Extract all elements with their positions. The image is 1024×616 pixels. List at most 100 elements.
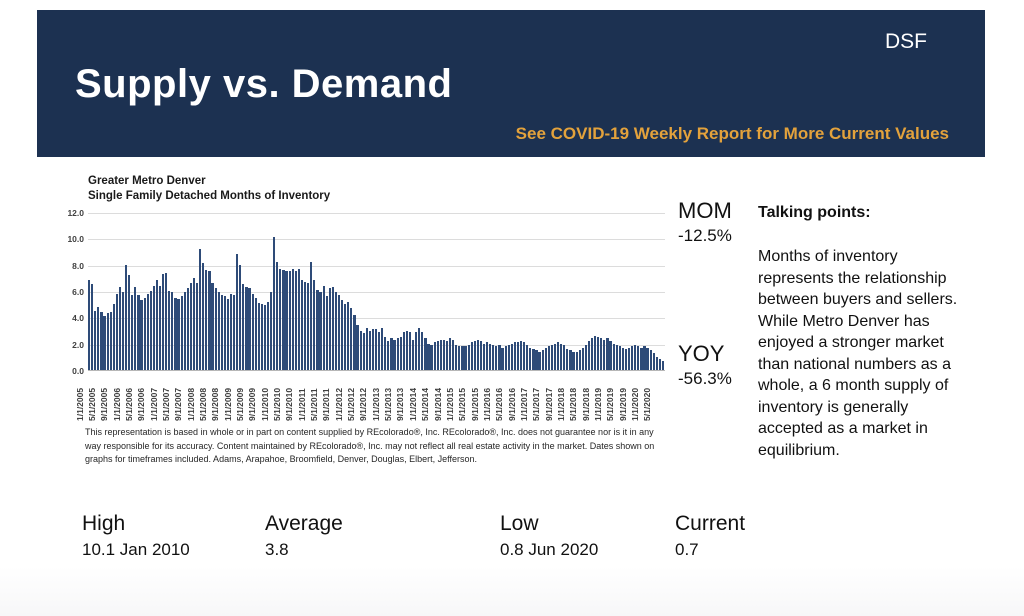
inventory-bar xyxy=(195,283,199,370)
inventory-bar xyxy=(621,347,624,370)
inventory-bar xyxy=(393,339,396,370)
dsf-badge: DSF xyxy=(885,30,927,53)
inventory-bar xyxy=(646,347,649,370)
x-tick-label: 5/1/2016 xyxy=(494,387,505,421)
stat-low-value: 0.8 Jun 2020 xyxy=(500,540,599,559)
inventory-bar xyxy=(482,343,486,370)
x-tick-label: 1/1/2018 xyxy=(555,387,566,421)
inventory-bar xyxy=(575,351,578,370)
inventory-bar xyxy=(168,291,171,370)
inventory-bar xyxy=(362,333,365,370)
inventory-bar xyxy=(177,298,180,370)
x-tick-label: 1/1/2012 xyxy=(333,387,344,421)
x-tick-label: 9/1/2012 xyxy=(358,387,369,421)
inventory-bar xyxy=(371,329,375,370)
inventory-bar xyxy=(291,268,294,370)
yoy-label: YOY xyxy=(678,341,725,366)
inventory-bar xyxy=(347,301,350,370)
inventory-bar xyxy=(91,284,94,370)
x-tick-label: 1/1/2019 xyxy=(592,387,603,421)
x-tick-label: 5/1/2015 xyxy=(457,387,468,421)
inventory-bar xyxy=(106,313,109,370)
gridline xyxy=(88,292,665,293)
inventory-bar xyxy=(103,316,106,370)
inventory-bar xyxy=(452,339,455,370)
x-tick-label: 1/1/2011 xyxy=(296,388,307,421)
inventory-bar xyxy=(436,341,439,370)
stat-average-value: 3.8 xyxy=(265,540,289,559)
inventory-bar xyxy=(331,287,334,370)
inventory-bar xyxy=(470,342,473,370)
page-title: Supply vs. Demand xyxy=(75,62,453,106)
inventory-bar xyxy=(513,342,516,370)
x-tick-label: 9/1/2007 xyxy=(173,387,184,421)
talking-points-body: Months of inventory represents the relat… xyxy=(758,248,958,459)
inventory-bar xyxy=(217,292,220,370)
x-tick-label: 1/1/2015 xyxy=(444,387,455,421)
inventory-bar xyxy=(350,308,353,370)
inventory-bar xyxy=(242,284,245,370)
inventory-bar xyxy=(526,344,529,370)
inventory-bar xyxy=(226,298,230,370)
x-tick-label: 5/1/2018 xyxy=(568,387,579,421)
inventory-bar xyxy=(408,331,412,370)
inventory-bar xyxy=(229,293,233,370)
inventory-bar xyxy=(411,339,415,370)
inventory-bar xyxy=(618,346,621,370)
inventory-bar xyxy=(578,350,581,370)
inventory-bar xyxy=(174,297,177,370)
inventory-bar xyxy=(137,294,140,370)
inventory-bar-chart xyxy=(88,213,665,371)
x-tick-label: 5/1/2019 xyxy=(605,387,616,421)
inventory-bar xyxy=(399,337,402,370)
inventory-bar xyxy=(566,348,569,370)
inventory-bar xyxy=(541,350,544,370)
inventory-bar xyxy=(418,327,421,370)
inventory-bar xyxy=(266,301,270,370)
x-tick-label: 5/1/2005 xyxy=(86,387,97,421)
disclaimer-text: This representation is based in whole or… xyxy=(85,427,655,464)
x-tick-label: 9/1/2018 xyxy=(580,387,591,421)
inventory-bar xyxy=(455,344,458,370)
inventory-bar xyxy=(624,348,628,370)
inventory-bar xyxy=(155,280,159,370)
inventory-bar xyxy=(341,300,344,370)
inventory-bar xyxy=(421,331,424,370)
inventory-bar xyxy=(220,294,223,370)
inventory-bar xyxy=(430,344,433,370)
inventory-bar xyxy=(557,342,560,370)
inventory-bar xyxy=(479,341,483,370)
chart-title: Greater Metro Denver Single Family Detac… xyxy=(88,174,330,204)
inventory-bar xyxy=(643,346,646,370)
inventory-bar xyxy=(498,344,501,370)
inventory-bar xyxy=(276,262,279,370)
inventory-bar xyxy=(467,344,470,370)
inventory-bar xyxy=(270,292,273,370)
inventory-bar xyxy=(245,287,248,370)
inventory-bar xyxy=(627,347,631,370)
inventory-bar xyxy=(374,329,378,370)
inventory-bar xyxy=(199,248,202,370)
inventory-bar xyxy=(424,338,427,370)
inventory-bar xyxy=(449,338,452,370)
inventory-bar xyxy=(433,342,436,370)
x-tick-label: 1/1/2010 xyxy=(259,387,270,421)
inventory-bar xyxy=(189,283,192,370)
inventory-bar xyxy=(365,327,368,370)
x-tick-label: 9/1/2014 xyxy=(432,387,443,421)
inventory-bar xyxy=(634,344,637,370)
inventory-bar xyxy=(569,350,572,370)
inventory-bar xyxy=(118,287,122,370)
inventory-bar xyxy=(236,254,239,370)
inventory-bar xyxy=(353,314,356,370)
inventory-bar xyxy=(609,341,612,370)
inventory-bar xyxy=(152,285,155,370)
inventory-bar xyxy=(615,344,618,370)
inventory-bar xyxy=(322,285,325,370)
gridline xyxy=(88,265,665,267)
inventory-bar xyxy=(594,335,597,370)
x-tick-label: 5/1/2006 xyxy=(123,387,134,421)
inventory-bar xyxy=(211,283,214,370)
inventory-bar xyxy=(590,338,594,370)
inventory-bar xyxy=(186,288,189,370)
